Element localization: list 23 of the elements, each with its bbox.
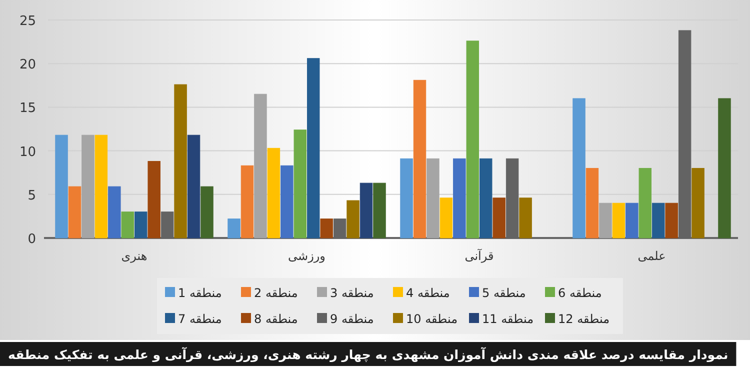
legend-label: منطقه 8	[254, 312, 298, 326]
y-tick-label: 20	[19, 58, 36, 73]
x-tick-label: قرآنی	[464, 248, 494, 263]
legend-label: منطقه 12	[558, 312, 610, 326]
y-tick-label: 25	[19, 14, 36, 29]
legend-label: منطقه 2	[254, 286, 298, 300]
y-tick-label: 5	[28, 188, 36, 204]
legend-label: منطقه 5	[482, 286, 526, 300]
legend-label: منطقه 11	[482, 312, 534, 326]
x-tick-label: ورزشی	[288, 249, 326, 263]
x-tick-label: هنری	[121, 249, 148, 263]
legend-label: منطقه 4	[406, 286, 450, 300]
y-tick-label: 10	[19, 144, 36, 160]
y-tick-label: 15	[19, 101, 36, 116]
legend-label: منطقه 9	[330, 312, 374, 326]
legend-label: منطقه 6	[558, 286, 602, 300]
text: نمودار مقایسه درصد علاقه مندی دانش آموزان مشهدی به چهار رشته هنری، ورزشی، قرآنی و علمی به تفکیک منطقه	[8, 347, 728, 363]
x-tick-label: علمی	[638, 249, 666, 263]
y-tick-label: 0	[28, 232, 36, 247]
legend-label: منطقه 10	[406, 312, 458, 326]
legend-label: منطقه 1	[178, 286, 222, 300]
legend-label: منطقه 3	[330, 286, 374, 300]
legend-label: منطقه 7	[178, 312, 222, 326]
